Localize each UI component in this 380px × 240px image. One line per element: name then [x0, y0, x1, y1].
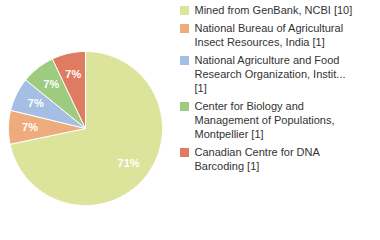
svg-text:7%: 7% [22, 121, 38, 133]
svg-text:7%: 7% [43, 78, 59, 90]
svg-text:Mined from GenBank, NCBI [10]: Mined from GenBank, NCBI [10] [195, 4, 353, 16]
svg-text:National Bureau of Agricultura: National Bureau of AgriculturalInsect Re… [195, 22, 344, 48]
svg-text:Canadian Centre for DNABarcodi: Canadian Centre for DNABarcoding [1] [195, 146, 321, 172]
svg-text:Center for Biology andManageme: Center for Biology andManagement of Popu… [195, 100, 335, 140]
svg-text:7%: 7% [65, 68, 81, 80]
svg-text:7%: 7% [28, 97, 44, 109]
svg-text:National Agriculture and FoodR: National Agriculture and FoodResearch Or… [195, 54, 346, 94]
svg-text:71%: 71% [118, 157, 140, 169]
